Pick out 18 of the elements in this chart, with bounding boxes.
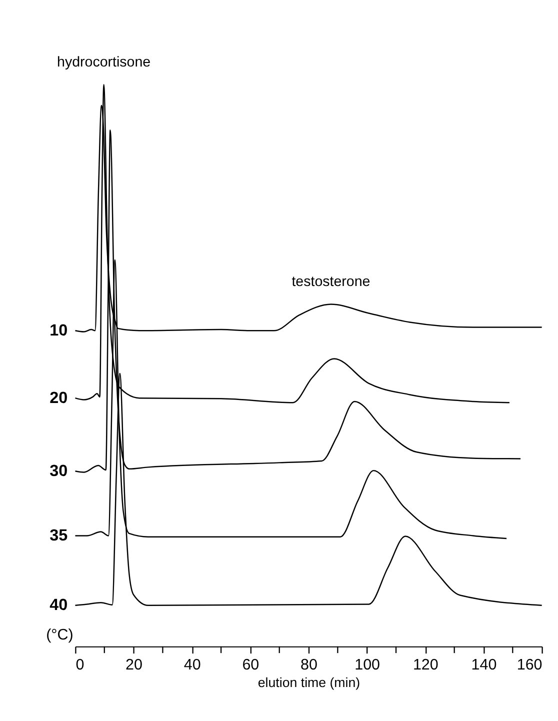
x-axis-title: elution time (min) [258,674,360,690]
x-tick-label: 40 [184,656,201,674]
y-axis-title: (°C) [46,626,74,644]
x-tick-label: 140 [471,656,497,674]
series-label: 20 [50,388,68,407]
annotation: testosterone [292,274,370,290]
x-tick-label: 100 [354,656,380,674]
x-tick-label: 160 [516,656,542,674]
series-label: 35 [50,526,68,544]
x-tick-label: 20 [126,656,142,674]
x-tick-label: 60 [242,656,260,674]
series-label: 10 [50,321,68,340]
series-label: 40 [50,596,68,614]
annotation: hydrocortisone [57,54,151,70]
series-label: 30 [50,462,68,480]
x-tick-label: 80 [300,656,318,674]
x-tick-label: 120 [412,656,438,674]
x-tick-label: 0 [76,656,84,674]
